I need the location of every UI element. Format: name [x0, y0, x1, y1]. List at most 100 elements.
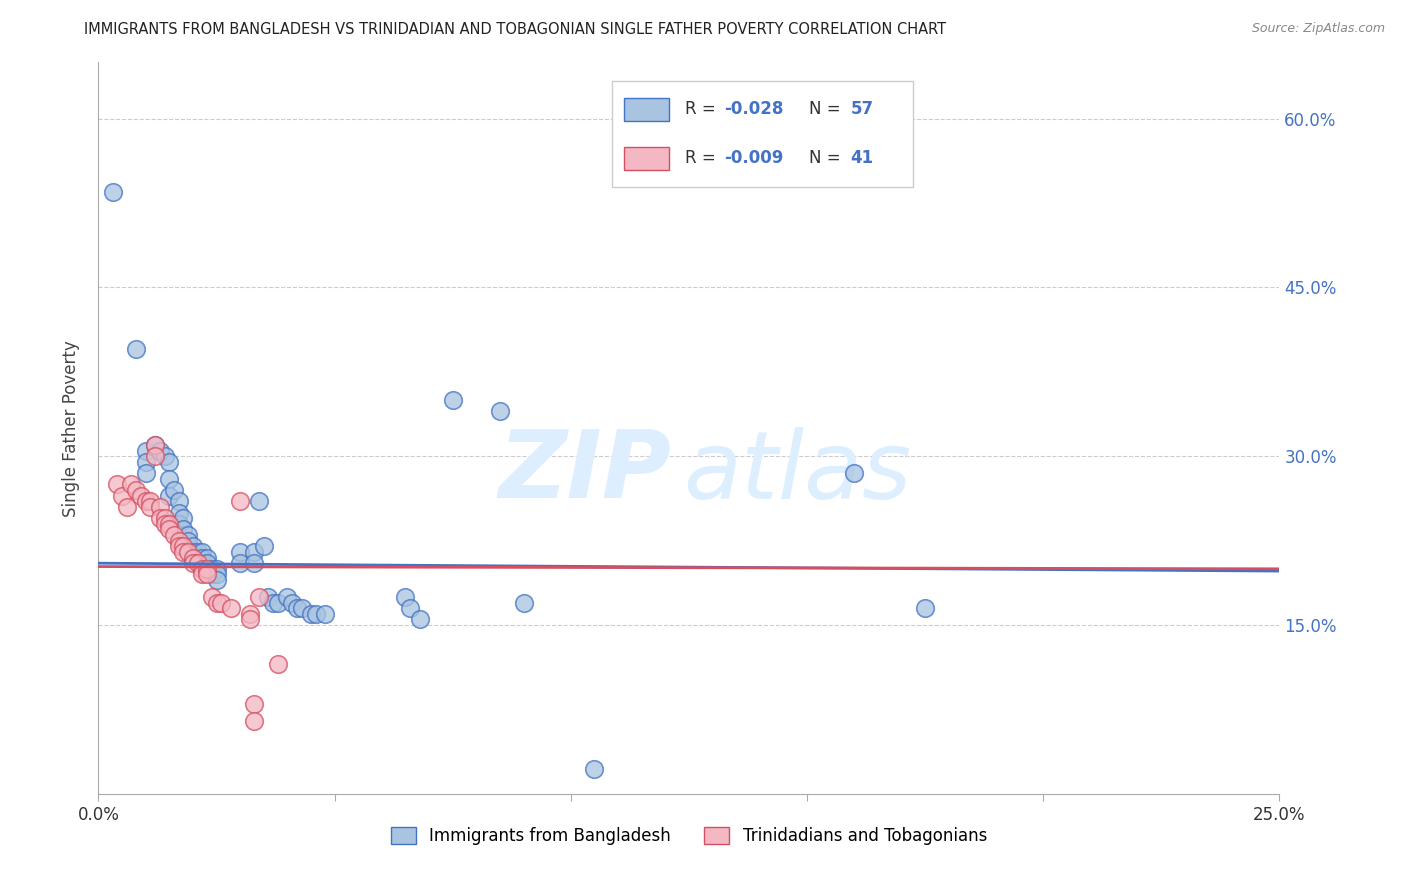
- Point: [195, 567, 218, 582]
- Text: R =: R =: [685, 149, 721, 168]
- FancyBboxPatch shape: [624, 97, 669, 121]
- Point: [290, 601, 312, 615]
- Point: [157, 489, 180, 503]
- Text: 41: 41: [851, 149, 875, 168]
- Point: [512, 596, 534, 610]
- Point: [157, 523, 180, 537]
- Point: [243, 545, 266, 559]
- Point: [177, 545, 200, 559]
- Point: [276, 590, 298, 604]
- Point: [187, 545, 209, 559]
- Point: [205, 596, 228, 610]
- Text: atlas: atlas: [683, 426, 911, 517]
- Point: [314, 607, 336, 621]
- Point: [229, 556, 252, 570]
- Text: 57: 57: [851, 100, 875, 119]
- Point: [177, 528, 200, 542]
- Point: [177, 533, 200, 548]
- Point: [181, 545, 204, 559]
- Point: [101, 185, 124, 199]
- Point: [281, 596, 304, 610]
- Point: [135, 494, 157, 508]
- Point: [247, 590, 270, 604]
- Point: [172, 511, 194, 525]
- Point: [111, 489, 134, 503]
- Point: [201, 567, 224, 582]
- Point: [191, 545, 214, 559]
- Point: [195, 550, 218, 565]
- Point: [149, 443, 172, 458]
- Point: [157, 455, 180, 469]
- Point: [583, 762, 606, 776]
- FancyBboxPatch shape: [624, 146, 669, 170]
- Point: [143, 438, 166, 452]
- Text: R =: R =: [685, 100, 721, 119]
- Point: [143, 450, 166, 464]
- Point: [105, 477, 128, 491]
- Point: [205, 567, 228, 582]
- Point: [172, 523, 194, 537]
- Point: [219, 601, 242, 615]
- Point: [205, 562, 228, 576]
- Point: [167, 539, 190, 553]
- Point: [125, 343, 148, 357]
- Point: [305, 607, 328, 621]
- Point: [191, 562, 214, 576]
- Point: [267, 596, 290, 610]
- Point: [394, 590, 416, 604]
- Point: [243, 714, 266, 728]
- Text: N =: N =: [810, 149, 846, 168]
- Point: [267, 657, 290, 672]
- Point: [844, 466, 866, 480]
- Point: [408, 612, 430, 626]
- Point: [399, 601, 422, 615]
- Point: [187, 550, 209, 565]
- Point: [135, 466, 157, 480]
- Point: [153, 450, 176, 464]
- Point: [172, 545, 194, 559]
- Point: [205, 573, 228, 587]
- Point: [149, 500, 172, 514]
- FancyBboxPatch shape: [612, 81, 914, 186]
- Point: [201, 562, 224, 576]
- Point: [195, 562, 218, 576]
- Point: [191, 556, 214, 570]
- Point: [163, 528, 186, 542]
- Point: [167, 516, 190, 531]
- Point: [167, 506, 190, 520]
- Point: [209, 596, 232, 610]
- Point: [441, 392, 464, 407]
- Point: [914, 601, 936, 615]
- Point: [139, 500, 162, 514]
- Point: [285, 601, 308, 615]
- Point: [143, 438, 166, 452]
- Point: [167, 533, 190, 548]
- Point: [257, 590, 280, 604]
- Point: [157, 516, 180, 531]
- Point: [163, 483, 186, 497]
- Point: [229, 545, 252, 559]
- Point: [172, 539, 194, 553]
- Point: [125, 483, 148, 497]
- Text: IMMIGRANTS FROM BANGLADESH VS TRINIDADIAN AND TOBAGONIAN SINGLE FATHER POVERTY C: IMMIGRANTS FROM BANGLADESH VS TRINIDADIA…: [84, 22, 946, 37]
- Point: [149, 511, 172, 525]
- Y-axis label: Single Father Poverty: Single Father Poverty: [62, 340, 80, 516]
- Point: [115, 500, 138, 514]
- Point: [135, 455, 157, 469]
- Point: [181, 550, 204, 565]
- Point: [243, 697, 266, 711]
- Point: [253, 539, 276, 553]
- Point: [247, 494, 270, 508]
- Point: [262, 596, 284, 610]
- Point: [191, 550, 214, 565]
- Point: [157, 472, 180, 486]
- Point: [167, 494, 190, 508]
- Point: [191, 567, 214, 582]
- Text: -0.028: -0.028: [724, 100, 783, 119]
- Point: [153, 511, 176, 525]
- Point: [129, 489, 152, 503]
- Text: N =: N =: [810, 100, 846, 119]
- Point: [153, 516, 176, 531]
- Point: [201, 590, 224, 604]
- Point: [243, 556, 266, 570]
